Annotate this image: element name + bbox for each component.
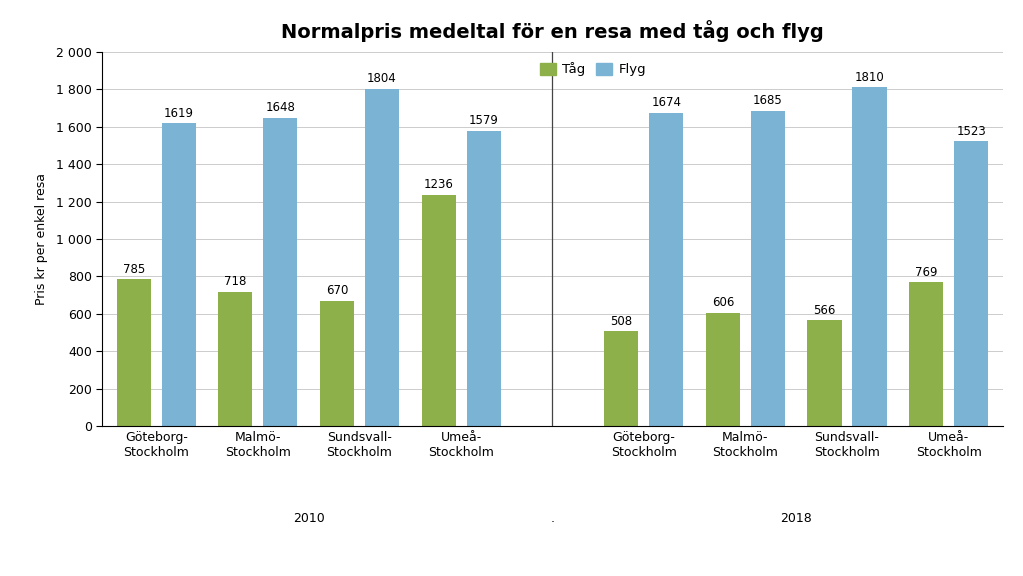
Text: 769: 769 [915,266,937,279]
Title: Normalpris medeltal för en resa med tåg och flyg: Normalpris medeltal för en resa med tåg … [281,20,824,42]
Bar [162,123,195,426]
Text: 670: 670 [326,285,348,297]
Text: 1648: 1648 [265,101,296,115]
Text: .: . [550,512,554,525]
Text: 1674: 1674 [652,97,681,109]
Legend: Tåg, Flyg: Tåg, Flyg [536,58,650,80]
Text: 1810: 1810 [854,71,884,84]
Text: 1579: 1579 [469,114,498,127]
Text: 785: 785 [123,263,145,276]
Bar [807,320,842,426]
Y-axis label: Pris kr per enkel resa: Pris kr per enkel resa [35,173,48,305]
Bar [117,279,150,426]
Text: 2018: 2018 [781,512,812,525]
Bar [218,292,253,426]
Bar [909,282,943,426]
Bar [365,89,399,426]
Bar [751,111,785,426]
Bar [706,313,740,426]
Bar [605,331,638,426]
Bar [320,301,354,426]
Bar [852,88,887,426]
Text: 1236: 1236 [424,179,453,191]
Bar [466,131,500,426]
Text: 566: 566 [813,304,836,317]
Text: 2010: 2010 [293,512,324,525]
Bar [650,113,683,426]
Text: 718: 718 [224,275,247,289]
Text: 606: 606 [712,297,735,309]
Bar [954,141,988,426]
Bar [421,195,455,426]
Text: 1685: 1685 [753,94,783,108]
Text: 1804: 1804 [367,72,397,85]
Bar [263,118,298,426]
Text: 1619: 1619 [164,107,193,120]
Text: 1523: 1523 [957,125,986,138]
Text: 508: 508 [610,314,632,328]
